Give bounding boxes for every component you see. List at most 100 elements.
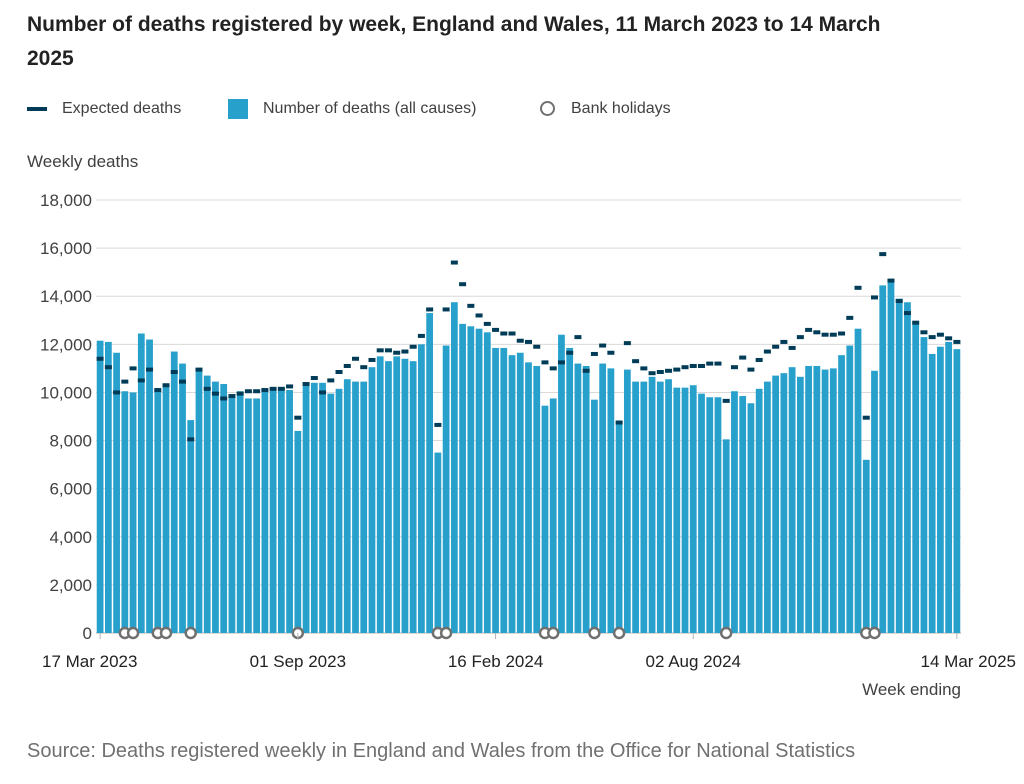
expected-marker bbox=[755, 357, 763, 362]
expected-marker bbox=[689, 363, 697, 368]
bar bbox=[467, 326, 475, 633]
bar bbox=[648, 376, 656, 633]
expected-marker bbox=[236, 391, 244, 396]
bar bbox=[813, 365, 821, 633]
expected-marker bbox=[936, 332, 944, 337]
bar bbox=[558, 334, 565, 633]
expected-marker bbox=[417, 333, 425, 338]
expected-marker bbox=[739, 355, 747, 360]
bar bbox=[154, 390, 162, 633]
bar bbox=[846, 345, 854, 633]
bar bbox=[203, 375, 211, 633]
expected-marker bbox=[599, 343, 607, 348]
bank-holiday-marker bbox=[184, 626, 197, 640]
legend-label-holidays: Bank holidays bbox=[571, 100, 671, 117]
expected-marker bbox=[673, 367, 681, 372]
bar bbox=[673, 387, 681, 633]
bar bbox=[764, 381, 771, 633]
x-tick-label: 14 Mar 2025 bbox=[921, 652, 1016, 671]
bar bbox=[434, 452, 442, 633]
bar bbox=[591, 399, 598, 633]
bar bbox=[615, 423, 623, 633]
expected-marker bbox=[137, 378, 145, 383]
expected-marker bbox=[146, 367, 154, 372]
expected-marker bbox=[459, 282, 467, 287]
bar bbox=[656, 381, 664, 633]
expected-marker bbox=[640, 366, 648, 371]
bar bbox=[179, 363, 186, 633]
expected-marker bbox=[871, 295, 878, 300]
y-tick-label: 4,000 bbox=[49, 528, 92, 547]
expected-marker bbox=[360, 365, 368, 370]
expected-marker bbox=[335, 369, 343, 374]
expected-marker bbox=[838, 331, 846, 336]
bar bbox=[599, 363, 607, 633]
expected-marker bbox=[368, 357, 376, 362]
bar bbox=[862, 459, 870, 633]
bar bbox=[945, 341, 953, 633]
x-tick-label: 17 Mar 2023 bbox=[42, 652, 137, 671]
expected-marker bbox=[698, 363, 705, 368]
y-tick-label: 10,000 bbox=[40, 383, 92, 402]
expected-marker bbox=[500, 331, 508, 336]
bar bbox=[286, 390, 293, 633]
expected-marker bbox=[846, 315, 854, 320]
expected-marker bbox=[104, 365, 112, 370]
expected-marker bbox=[648, 371, 656, 376]
bar bbox=[937, 346, 944, 633]
y-tick-label: 18,000 bbox=[40, 191, 92, 210]
expected-marker bbox=[261, 388, 269, 393]
expected-marker bbox=[442, 307, 450, 312]
bar bbox=[665, 379, 672, 633]
bar bbox=[871, 370, 878, 633]
bar bbox=[912, 323, 920, 633]
y-tick-label: 8,000 bbox=[49, 432, 92, 451]
expected-marker bbox=[244, 389, 252, 394]
expected-marker bbox=[813, 330, 821, 335]
bank-holiday-marker bbox=[612, 626, 626, 640]
expected-marker bbox=[566, 350, 574, 355]
expected-marker bbox=[327, 378, 335, 383]
bank-holiday-marker bbox=[546, 626, 560, 640]
expected-marker bbox=[96, 356, 104, 361]
expected-marker bbox=[154, 388, 162, 393]
bar bbox=[310, 382, 318, 633]
bar bbox=[731, 391, 738, 633]
expected-marker bbox=[772, 344, 780, 349]
expected-marker bbox=[623, 341, 631, 346]
expected-marker bbox=[582, 368, 590, 373]
bar bbox=[821, 369, 829, 633]
expected-marker bbox=[525, 339, 532, 344]
bar bbox=[516, 352, 524, 633]
bar bbox=[788, 367, 796, 633]
expected-marker bbox=[467, 303, 475, 308]
bar bbox=[170, 351, 178, 633]
expected-marker bbox=[228, 394, 236, 399]
expected-marker bbox=[483, 321, 491, 326]
bar bbox=[352, 381, 359, 633]
expected-marker bbox=[203, 386, 211, 391]
expected-marker bbox=[170, 369, 178, 374]
expected-marker bbox=[706, 361, 714, 366]
expected-marker bbox=[862, 415, 870, 420]
expected-marker bbox=[129, 366, 137, 371]
bar bbox=[146, 339, 153, 633]
expected-line-icon bbox=[27, 107, 47, 111]
expected-marker bbox=[343, 363, 351, 368]
bar bbox=[508, 355, 516, 633]
bar bbox=[409, 361, 417, 633]
expected-marker bbox=[805, 327, 813, 332]
expected-marker bbox=[162, 383, 170, 388]
expected-marker bbox=[615, 420, 623, 425]
y-tick-label: 6,000 bbox=[49, 480, 92, 499]
expected-marker bbox=[953, 339, 961, 344]
bar bbox=[269, 390, 277, 633]
expected-marker bbox=[945, 336, 953, 341]
expected-marker bbox=[401, 349, 409, 354]
bar bbox=[162, 385, 170, 633]
bar bbox=[442, 345, 450, 633]
bar bbox=[343, 379, 351, 633]
bar bbox=[368, 367, 376, 633]
bar bbox=[796, 376, 804, 633]
bar bbox=[253, 398, 261, 633]
